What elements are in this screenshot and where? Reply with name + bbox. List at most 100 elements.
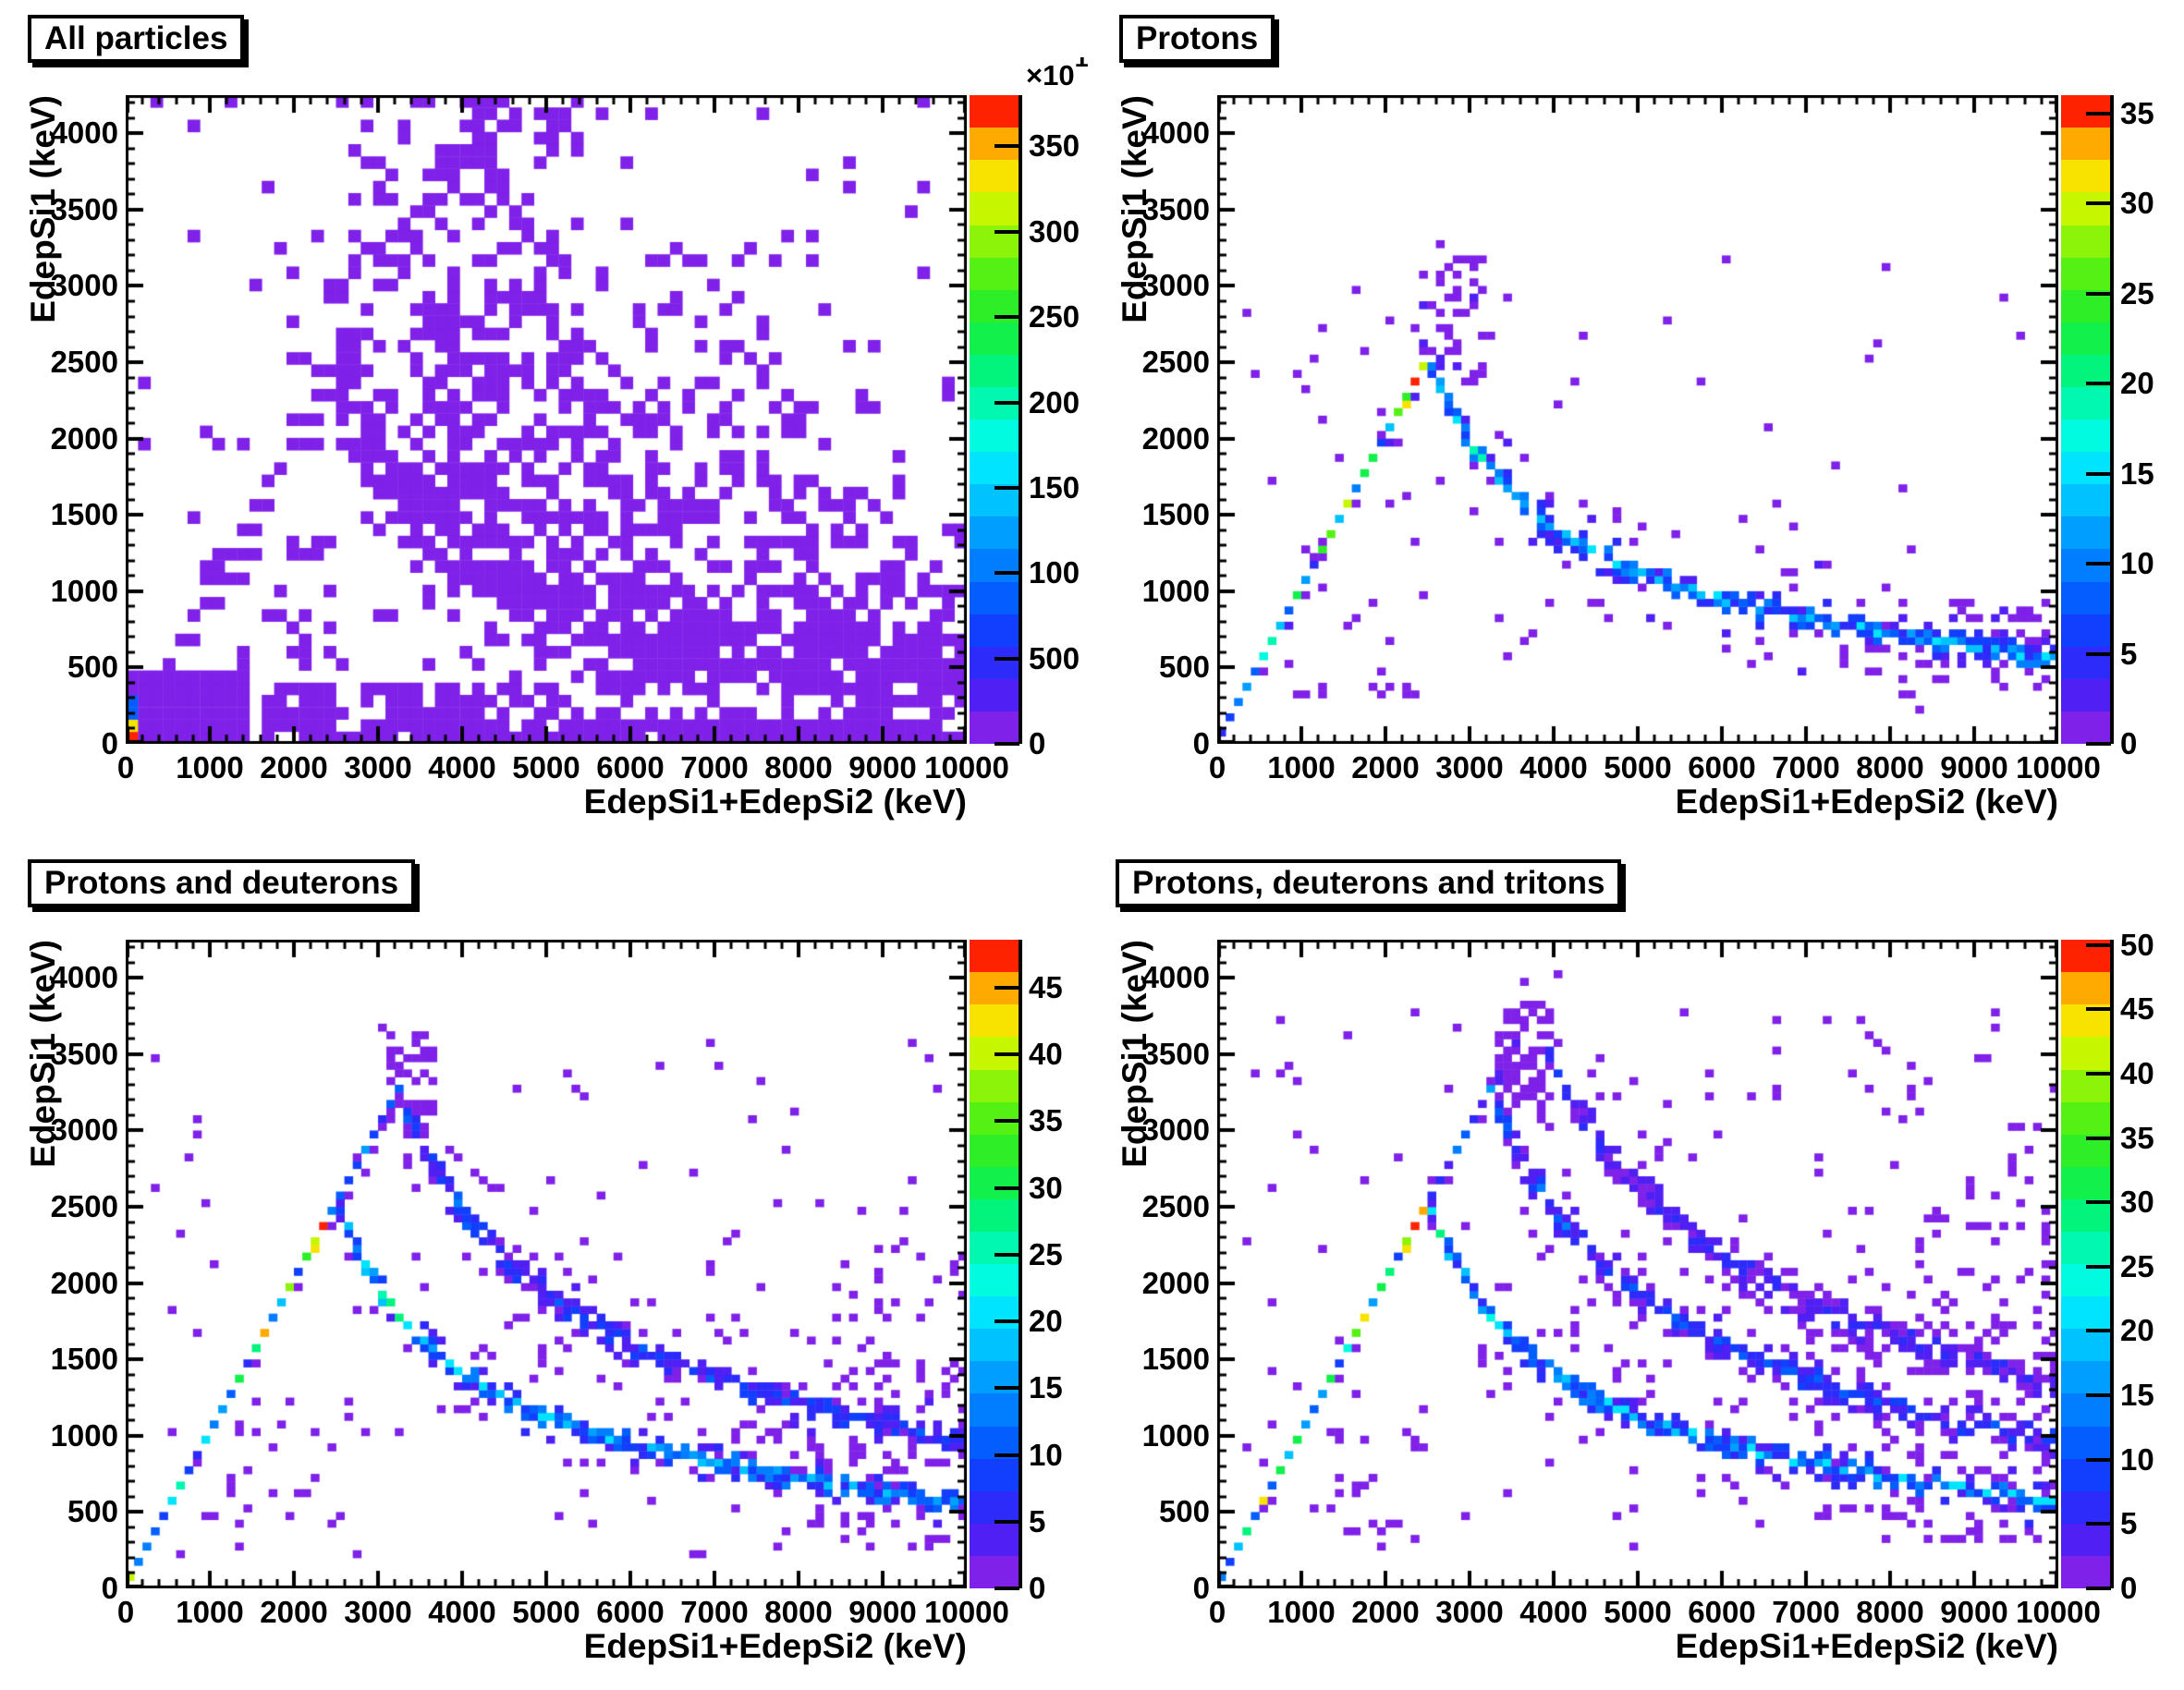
y-tick-label: 2500 <box>50 345 118 380</box>
color-scale-band <box>2061 1264 2110 1297</box>
pad-protons: Protons EdepSi1 (keV) EdepSi1+EdepSi2 (k… <box>1092 0 2183 845</box>
color-scale-band <box>2061 1458 2110 1491</box>
color-scale-band <box>970 1458 1019 1491</box>
color-scale-band <box>2061 1101 2110 1135</box>
y-tick-label: 0 <box>1192 1571 1210 1605</box>
color-scale-tick <box>994 1519 1019 1524</box>
plot-title: All particles <box>44 20 228 56</box>
color-scale-band <box>970 1329 1019 1362</box>
color-scale-band <box>970 581 1019 614</box>
color-scale-tick <box>994 315 1019 320</box>
color-scale-band <box>2061 289 2110 322</box>
color-scale-label: 10 <box>2120 546 2154 580</box>
color-scale-tick <box>2086 1136 2111 1140</box>
color-scale-tick <box>2086 651 2111 656</box>
x-tick-label: 5000 <box>1604 750 1672 784</box>
color-scale-tick <box>2086 742 2111 746</box>
y-tick-label: 0 <box>1192 726 1210 760</box>
plot-title: Protons <box>1136 20 1259 56</box>
y-tick-label: 1000 <box>1141 1417 1210 1453</box>
x-tick-label: 10000 <box>924 750 1009 784</box>
color-scale-tick <box>994 986 1019 990</box>
color-scale-label: 40 <box>2120 1055 2154 1090</box>
color-scale-band <box>2061 581 2110 614</box>
color-scale <box>2061 95 2110 744</box>
color-scale-band <box>970 1555 1019 1588</box>
x-tick-label: 4000 <box>1519 750 1588 784</box>
color-scale-band <box>2061 1490 2110 1524</box>
x-axis-title: EdepSi1+EdepSi2 (keV) <box>583 1627 967 1665</box>
color-scale-tick <box>994 229 1019 234</box>
x-tick-label: 10000 <box>2016 1595 2101 1629</box>
color-scale-band <box>970 322 1019 355</box>
plot-title: Protons, deuterons and tritons <box>1132 865 1605 901</box>
x-tick-label: 3000 <box>1435 1595 1504 1629</box>
x-tick-label: 1000 <box>176 1595 244 1629</box>
color-scale-label: 15 <box>2120 1378 2154 1413</box>
pad-protons-deuterons-tritons: Protons, deuterons and tritons EdepSi1 (… <box>1092 845 2183 1689</box>
x-tick-label: 5000 <box>512 1595 580 1629</box>
color-scale-label: 15 <box>2120 456 2154 491</box>
x-tick-label: 8000 <box>1856 1595 1924 1629</box>
color-scale-band <box>2061 1555 2110 1588</box>
y-tick-label: 1000 <box>1141 573 1210 608</box>
color-scale-band <box>970 1490 1019 1524</box>
color-scale-tick <box>2086 1071 2111 1076</box>
y-tick-label: 2500 <box>50 1189 118 1224</box>
color-scale-label: 40 <box>1029 1037 1063 1072</box>
histogram-canvas <box>1217 940 2058 1588</box>
color-scale-label: 10 <box>1029 1437 1063 1472</box>
y-tick-label: 1500 <box>50 1342 118 1377</box>
y-tick-label: 3000 <box>1141 268 1210 303</box>
color-scale-band <box>970 549 1019 582</box>
y-tick-label: 2500 <box>1141 345 1210 380</box>
x-tick-label: 9000 <box>1940 750 2008 784</box>
color-scale-band <box>2061 452 2110 485</box>
color-scale-band <box>970 940 1019 973</box>
y-tick-label: 1500 <box>1141 1342 1210 1377</box>
y-tick-label: 3500 <box>50 1036 118 1071</box>
color-scale-label: 20 <box>1029 1304 1063 1339</box>
color-scale-band <box>970 646 1019 679</box>
color-scale-band <box>2061 1426 2110 1459</box>
color-scale-band <box>2061 972 2110 1005</box>
y-tick-label: 500 <box>1158 1494 1210 1529</box>
color-scale-band <box>970 1198 1019 1232</box>
y-tick-label: 3000 <box>50 268 118 303</box>
color-scale-label: 25 <box>2120 275 2154 310</box>
color-scale-band <box>2061 1231 2110 1265</box>
color-scale-tick <box>2086 1522 2111 1526</box>
color-scale-tick <box>2086 1457 2111 1462</box>
color-scale-tick <box>2086 382 2111 385</box>
y-tick-label: 500 <box>67 1494 118 1529</box>
color-scale-band <box>970 1134 1019 1167</box>
color-scale-band <box>2061 1523 2110 1556</box>
y-tick-label: 0 <box>101 726 118 760</box>
x-tick-label: 1000 <box>1267 750 1336 784</box>
color-scale-label: 45 <box>2120 991 2154 1027</box>
x-tick-label: 6000 <box>1688 1595 1756 1629</box>
y-tick-label: 3000 <box>50 1112 118 1148</box>
color-scale-band <box>970 452 1019 485</box>
color-scale-label: 35 <box>1029 1103 1063 1138</box>
x-tick-label: 0 <box>116 750 135 784</box>
color-scale-label: 200 <box>1029 384 1080 419</box>
color-scale-band <box>970 678 1019 711</box>
color-scale-band <box>970 1101 1019 1135</box>
y-tick-label: 2000 <box>50 1265 118 1300</box>
x-tick-label: 0 <box>1208 750 1226 784</box>
color-scale-axis <box>2110 940 2114 1588</box>
x-tick-label: 9000 <box>848 750 917 784</box>
color-scale-tick <box>994 1386 1019 1391</box>
y-tick-label: 4000 <box>1141 960 1210 995</box>
color-scale-band <box>970 257 1019 290</box>
color-scale-tick <box>2086 471 2111 476</box>
color-scale-band <box>2061 257 2110 290</box>
color-scale-label: 0 <box>1029 1571 1046 1605</box>
color-scale-band <box>2061 386 2110 420</box>
color-scale-tick <box>2086 201 2111 205</box>
y-tick-label: 4000 <box>50 960 118 995</box>
x-tick-label: 9000 <box>848 1595 917 1629</box>
x-tick-label: 2000 <box>1351 1595 1420 1629</box>
x-axis-title: EdepSi1+EdepSi2 (keV) <box>1675 1627 2058 1665</box>
